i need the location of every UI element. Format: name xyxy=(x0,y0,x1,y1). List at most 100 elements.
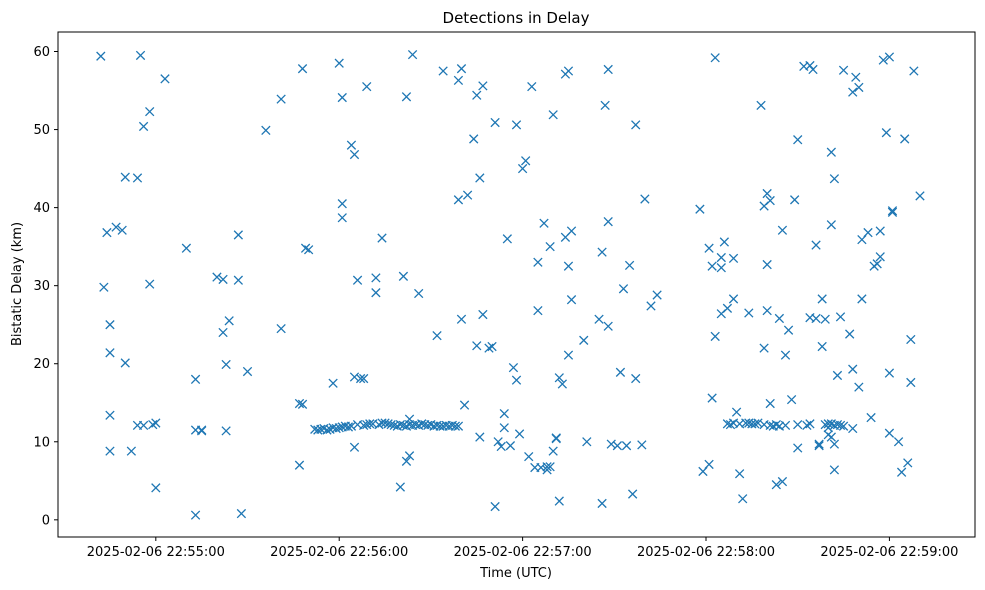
data-point-213 xyxy=(731,407,742,417)
data-point-147 xyxy=(521,156,531,166)
data-point-23 xyxy=(181,243,192,253)
data-point-134 xyxy=(490,117,500,128)
data-point-284 xyxy=(854,82,864,93)
data-point-259 xyxy=(817,341,827,352)
data-point-278 xyxy=(838,65,849,75)
data-point-5 xyxy=(105,410,115,420)
data-point-17 xyxy=(145,106,155,117)
data-point-171 xyxy=(566,295,577,305)
data-point-129 xyxy=(475,432,485,442)
data-point-93 xyxy=(401,92,412,102)
data-point-6 xyxy=(105,446,115,456)
data-point-137 xyxy=(496,441,506,452)
data-point-264 xyxy=(823,419,833,429)
data-point-271 xyxy=(829,465,840,475)
data-point-249 xyxy=(802,420,812,431)
data-point-38 xyxy=(242,366,253,377)
data-point-16 xyxy=(138,420,149,431)
data-point-212 xyxy=(728,253,739,264)
data-point-120 xyxy=(453,421,464,431)
data-point-151 xyxy=(533,257,543,267)
data-point-241 xyxy=(780,420,791,431)
x-tick-label-1: 2025-02-06 22:56:00 xyxy=(270,545,408,560)
data-point-45 xyxy=(297,64,308,74)
data-point-268 xyxy=(826,432,836,442)
data-point-22 xyxy=(160,74,170,84)
data-point-65 xyxy=(346,140,357,150)
data-point-52 xyxy=(322,425,332,435)
x-axis-ticks: 2025-02-06 22:55:00 2025-02-06 22:56:00 20… xyxy=(87,537,958,560)
data-point-104 xyxy=(417,419,427,429)
data-point-208 xyxy=(722,303,733,313)
data-point-133 xyxy=(487,341,497,352)
data-point-198 xyxy=(704,243,714,253)
data-point-293 xyxy=(875,226,885,236)
data-point-298 xyxy=(884,428,895,438)
data-point-82 xyxy=(377,233,387,243)
data-point-302 xyxy=(896,467,907,477)
x-tick-label-0: 2025-02-06 22:55:00 xyxy=(87,545,225,560)
data-point-257 xyxy=(814,439,824,449)
data-point-288 xyxy=(863,227,873,238)
data-point-289 xyxy=(866,412,876,423)
data-point-181 xyxy=(603,321,613,331)
data-point-140 xyxy=(502,234,512,244)
data-point-41 xyxy=(276,94,286,104)
data-point-203 xyxy=(716,263,726,273)
data-point-130 xyxy=(478,81,488,91)
data-point-301 xyxy=(893,437,904,447)
data-point-245 xyxy=(793,135,803,145)
data-point-292 xyxy=(875,252,885,262)
data-point-244 xyxy=(789,195,800,205)
data-point-119 xyxy=(453,195,464,205)
data-point-274 xyxy=(832,370,843,381)
data-point-144 xyxy=(511,120,522,130)
data-point-168 xyxy=(563,350,574,360)
data-point-219 xyxy=(744,308,754,318)
data-point-231 xyxy=(765,398,775,409)
data-point-190 xyxy=(631,373,641,384)
data-point-81 xyxy=(374,419,384,430)
plot-frame xyxy=(57,31,976,538)
data-point-173 xyxy=(579,335,589,345)
data-point-221 xyxy=(750,419,760,429)
data-point-275 xyxy=(835,420,846,431)
data-point-0 xyxy=(96,51,106,61)
data-point-204 xyxy=(716,252,726,263)
data-point-34 xyxy=(224,316,234,326)
data-point-175 xyxy=(594,314,604,324)
data-point-74 xyxy=(359,420,369,431)
data-point-215 xyxy=(734,469,745,479)
data-point-179 xyxy=(603,64,613,75)
data-point-227 xyxy=(762,188,772,199)
data-point-184 xyxy=(615,367,626,377)
data-point-68 xyxy=(349,372,360,382)
data-point-307 xyxy=(909,66,919,76)
data-point-159 xyxy=(548,446,558,456)
data-point-43 xyxy=(294,460,305,470)
data-point-29 xyxy=(212,272,222,282)
data-point-20 xyxy=(151,418,161,428)
data-point-165 xyxy=(557,379,568,389)
data-point-269 xyxy=(829,174,840,184)
y-tick-label-0: 0 xyxy=(42,513,50,528)
data-point-35 xyxy=(233,275,244,285)
data-point-283 xyxy=(851,72,861,82)
data-point-279 xyxy=(845,329,855,339)
data-point-243 xyxy=(786,394,797,405)
data-point-143 xyxy=(511,375,522,385)
y-tick-label-1: 10 xyxy=(33,435,50,450)
data-point-210 xyxy=(728,294,739,304)
data-point-77 xyxy=(365,419,375,429)
x-tick-label-3: 2025-02-06 22:58:00 xyxy=(637,545,775,560)
data-point-299 xyxy=(887,207,898,217)
data-point-123 xyxy=(459,400,470,410)
data-point-1 xyxy=(99,282,109,292)
data-point-49 xyxy=(313,425,323,435)
data-point-295 xyxy=(881,128,892,138)
data-point-79 xyxy=(371,273,381,283)
y-axis-ticks: 0 10 20 30 40 50 60 xyxy=(33,45,58,528)
chart-title: Detections in Delay xyxy=(443,9,590,27)
data-point-72 xyxy=(355,373,366,384)
data-point-285 xyxy=(854,382,864,392)
